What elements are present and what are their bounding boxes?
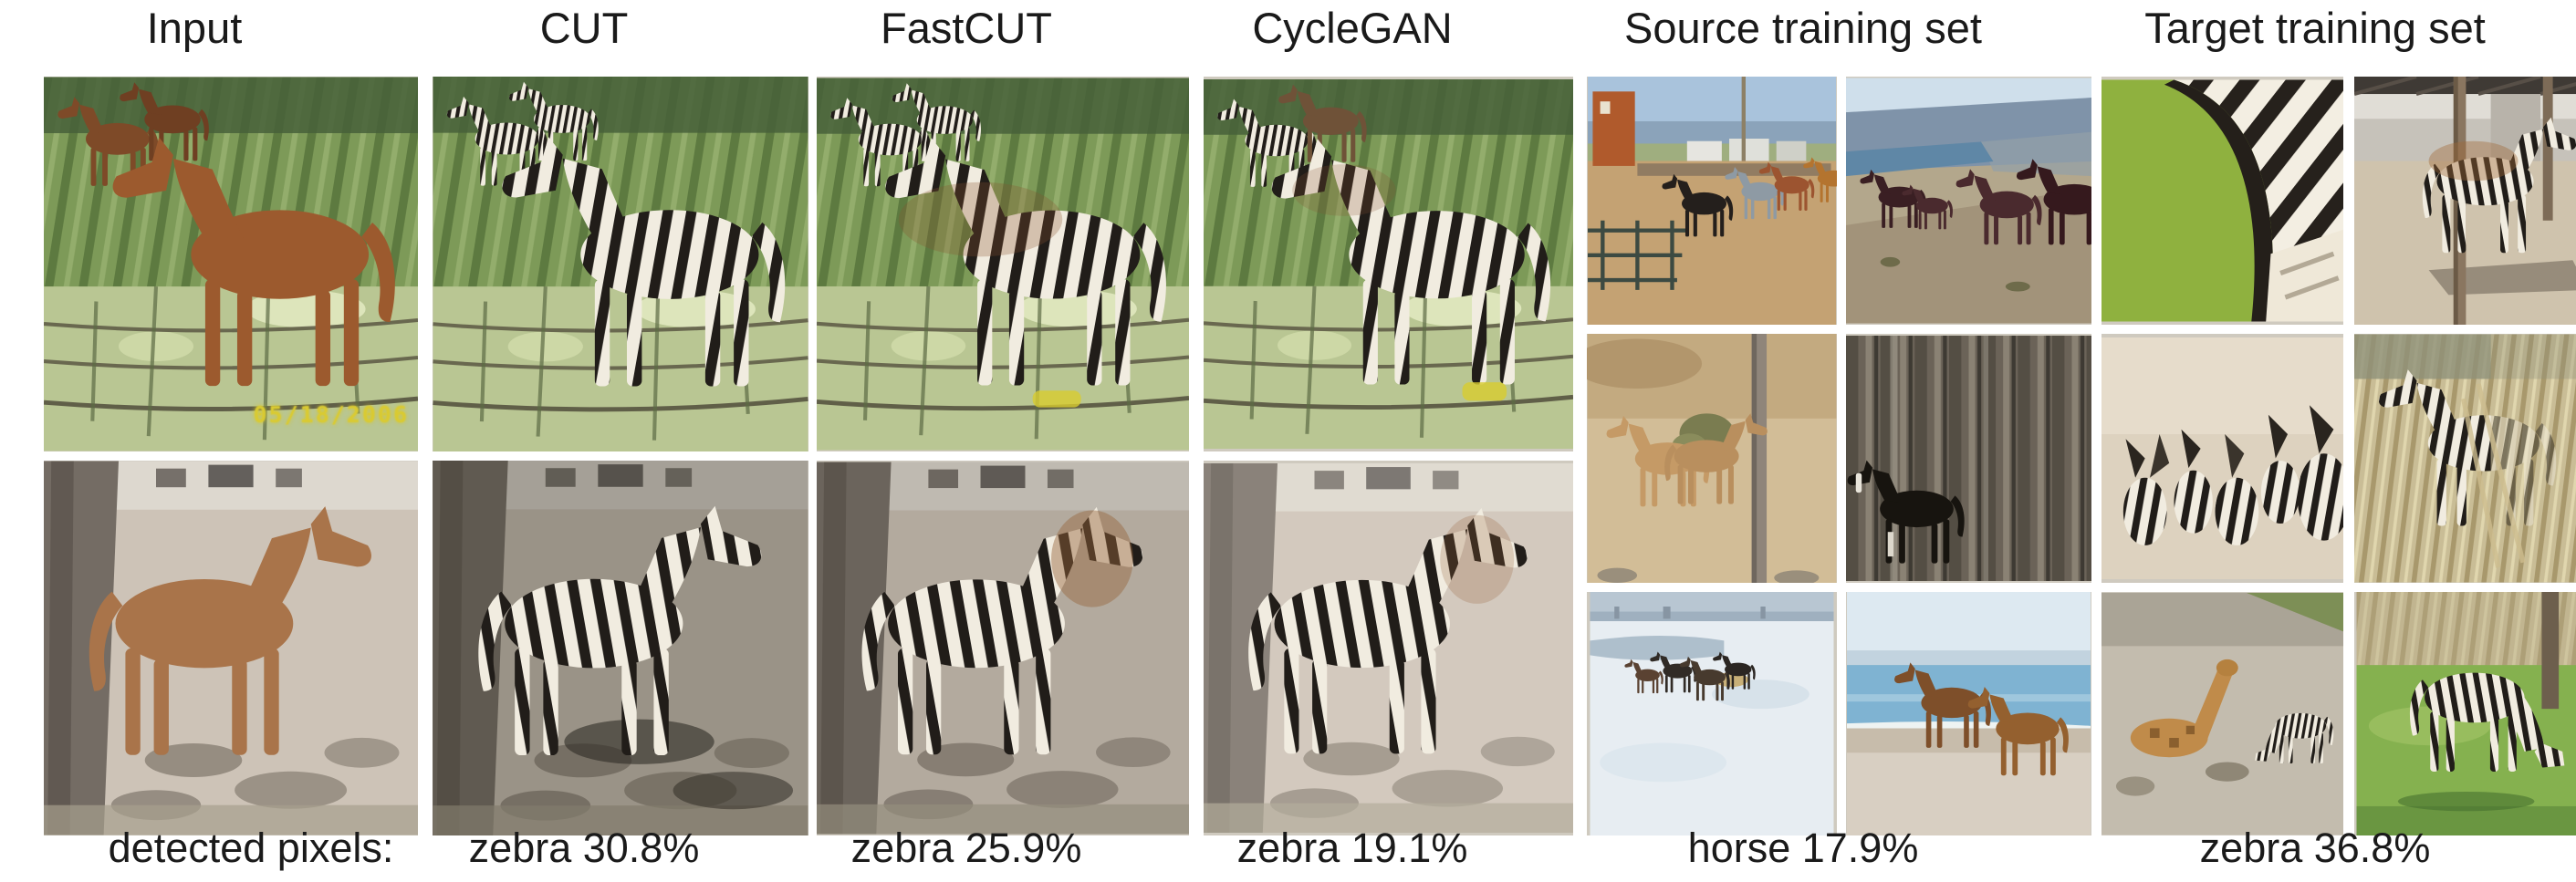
image-target-zebra-closeup (2101, 77, 2343, 325)
image-input-row2 (44, 461, 418, 835)
image-target-giraffe-zebra (2101, 592, 2343, 835)
image-source-dun-horses (1587, 334, 1837, 583)
image-source-rodeo (1587, 77, 1837, 325)
timestamp-overlay: 05/18/2006 (253, 401, 409, 428)
column-header-fastcut: FastCUT (881, 4, 1052, 52)
image-source-beach-horses (1846, 592, 2091, 835)
image-cut-row2 (433, 461, 808, 835)
column-header-source-training-set: Source training set (1624, 4, 1982, 52)
caption-cyclegan-score: zebra 19.1% (1236, 825, 1468, 871)
caption-fastcut-score: zebra 25.9% (850, 825, 1082, 871)
caption-source-score: horse 17.9% (1687, 825, 1919, 871)
column-header-target-training-set: Target training set (2144, 4, 2486, 52)
caption-target-score: zebra 36.8% (2199, 825, 2431, 871)
image-fastcut-row1 (817, 77, 1189, 451)
image-input-row1: 05/18/2006 (44, 77, 418, 451)
image-source-forest-horse (1846, 334, 2091, 583)
image-cyclegan-row2 (1204, 461, 1573, 835)
image-cyclegan-row1 (1204, 77, 1573, 451)
caption-cut-score: zebra 30.8% (468, 825, 700, 871)
image-target-zebra-heads (2101, 334, 2343, 583)
image-cut-row1 (433, 77, 808, 451)
column-header-cut: CUT (539, 4, 629, 52)
image-fastcut-row2 (817, 461, 1189, 835)
column-header-cyclegan: CycleGAN (1252, 4, 1453, 52)
caption-detected-pixels: detected pixels: (108, 825, 394, 871)
image-source-lake-sculptures (1846, 77, 2091, 325)
image-target-grazing-zebra (2354, 592, 2576, 835)
column-header-input: Input (146, 4, 243, 52)
image-target-zebra-in-hay (2354, 334, 2576, 583)
image-source-snow-field (1587, 592, 1837, 835)
image-target-zoo-zebra (2354, 77, 2576, 325)
